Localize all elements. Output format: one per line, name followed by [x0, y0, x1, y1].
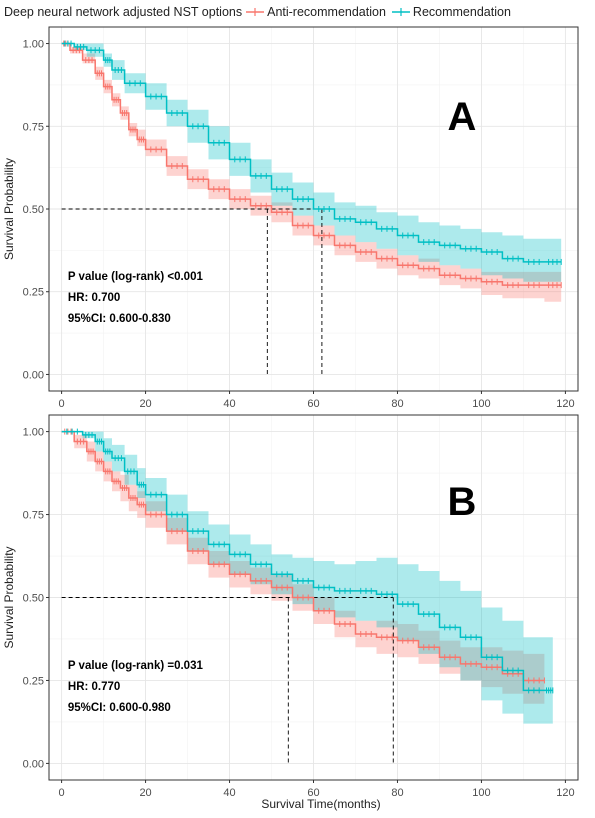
y-tick-label: 0.00: [23, 758, 44, 770]
ci-band-anti-recommendation: [61, 43, 562, 302]
x-tick-label: 100: [472, 787, 490, 799]
x-tick-label: 120: [556, 398, 574, 410]
x-tick-label: 0: [59, 398, 65, 410]
ci-band-recommendation: [61, 43, 562, 282]
y-tick-label: 0.50: [23, 593, 44, 605]
x-axis-title: Survival Time(months): [261, 797, 380, 811]
x-tick-label: 80: [391, 787, 403, 799]
stat-annotation: 95%CI: 0.600-0.980: [68, 702, 171, 714]
x-tick-label: 40: [223, 398, 235, 410]
stat-annotation: HR: 0.700: [68, 292, 120, 304]
y-tick-label: 0.00: [23, 369, 44, 381]
y-tick-label: 0.75: [23, 510, 44, 522]
x-tick-label: 20: [139, 398, 151, 410]
km-panel-a: 0 20 40 60 80 100 120 0.00 0.25 0.50 0.75 1.00 Survi…: [2, 26, 579, 410]
legend-label-recommendation: Recommendation: [412, 5, 511, 19]
survival-curve-recommendation: [61, 42, 562, 263]
ci-band-recommendation: [61, 431, 553, 724]
x-tick-label: 80: [391, 398, 403, 410]
stat-annotation: P value (log-rank) <0.001: [68, 271, 204, 283]
x-tick-label: 40: [223, 787, 235, 799]
x-tick-label: 60: [307, 787, 319, 799]
survival-curve-anti-recommendation: [61, 42, 562, 286]
legend-key-recommendation: [391, 6, 410, 18]
legend-key-anti-recommendation: [246, 6, 265, 18]
legend-title: Deep neural network adjusted NST options: [4, 5, 243, 19]
stat-annotation: P value (log-rank) =0.031: [68, 660, 204, 672]
x-tick-label: 60: [307, 398, 319, 410]
legend: Deep neural network adjusted NST options…: [4, 3, 517, 21]
y-tick-label: 1.00: [23, 39, 44, 51]
y-tick-label: 0.25: [23, 287, 44, 299]
y-tick-label: 0.75: [23, 121, 44, 133]
y-tick-label: 0.25: [23, 675, 44, 687]
x-tick-label: 20: [139, 787, 151, 799]
y-axis-title: Survival Probability: [2, 158, 16, 260]
x-tick-label: 120: [556, 787, 574, 799]
survival-curve-anti-recommendation: [61, 430, 545, 682]
y-tick-label: 0.50: [23, 204, 44, 216]
stat-annotation: 95%CI: 0.600-0.830: [68, 313, 171, 325]
ci-band-anti-recommendation: [61, 431, 545, 711]
x-tick-label: 0: [59, 787, 65, 799]
stat-annotation: HR: 0.770: [68, 681, 120, 693]
panel-letter: A: [448, 95, 477, 139]
x-tick-label: 100: [472, 398, 490, 410]
y-axis-title: Survival Probability: [2, 546, 16, 648]
panel-letter: B: [448, 480, 477, 524]
y-tick-label: 1.00: [23, 427, 44, 439]
km-panel-b: 0 20 40 60 80 100 120 0.00 0.25 0.50 0.75 1.00 Survi…: [2, 414, 579, 799]
legend-label-anti-recommendation: Anti-recommendation: [267, 5, 386, 19]
